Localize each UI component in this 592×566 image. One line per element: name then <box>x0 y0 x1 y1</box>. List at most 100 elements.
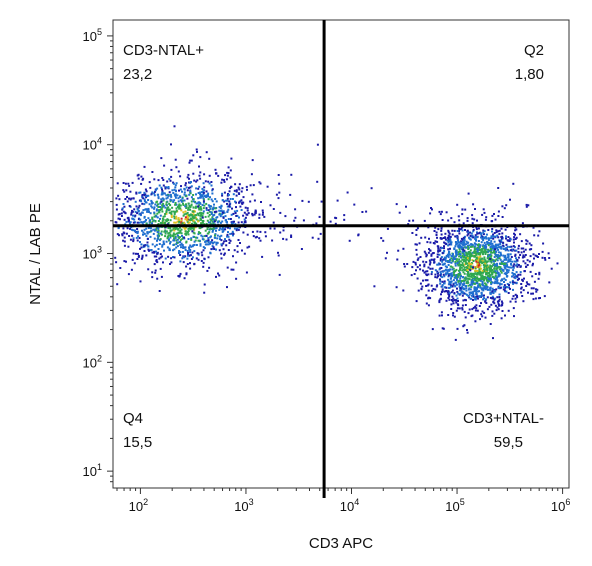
event-dot <box>202 191 205 194</box>
event-dot <box>487 239 490 241</box>
event-dot <box>132 252 135 255</box>
event-dot <box>490 251 493 254</box>
event-dot <box>189 228 192 231</box>
event-dot <box>491 251 494 254</box>
event-dot <box>444 236 447 239</box>
event-dot <box>227 193 230 196</box>
event-dot <box>462 242 465 245</box>
event-dot <box>452 256 455 259</box>
event-dot <box>189 227 192 230</box>
event-dot <box>417 289 420 292</box>
event-dot <box>159 232 162 235</box>
event-dot <box>494 271 497 274</box>
event-dot <box>440 229 443 232</box>
event-dot <box>258 216 261 219</box>
event-dot <box>229 198 232 200</box>
event-dot <box>165 208 168 211</box>
event-dot <box>444 273 447 276</box>
event-dot <box>539 297 541 299</box>
event-dot <box>213 210 216 213</box>
event-dot <box>116 283 119 286</box>
event-dot <box>452 283 455 286</box>
event-dot <box>131 258 134 261</box>
event-dot <box>219 207 222 209</box>
event-dot <box>461 276 464 279</box>
event-dot <box>486 308 489 311</box>
event-dot <box>186 214 189 217</box>
event-dot <box>206 212 209 215</box>
event-dot <box>464 304 467 306</box>
event-dot <box>482 276 485 279</box>
event-dot <box>173 229 176 232</box>
event-dot <box>173 215 176 218</box>
event-dot <box>458 282 461 285</box>
event-dot <box>493 260 495 263</box>
event-dot <box>403 263 406 265</box>
event-dot <box>484 236 487 239</box>
event-dot <box>236 250 239 253</box>
event-dot <box>215 210 218 213</box>
event-dot <box>525 205 528 208</box>
event-dot <box>123 190 126 193</box>
event-dot <box>142 231 145 234</box>
event-dot <box>451 259 454 262</box>
event-dot <box>476 250 479 253</box>
event-dot <box>470 282 473 285</box>
event-dot <box>218 235 221 238</box>
event-dot <box>205 243 208 246</box>
event-dot <box>164 226 167 229</box>
event-dot <box>480 251 483 254</box>
event-dot <box>188 214 191 217</box>
event-dot <box>461 252 464 255</box>
event-dot <box>483 270 486 273</box>
event-dot <box>200 212 203 215</box>
event-dot <box>468 291 471 294</box>
event-dot <box>461 290 463 293</box>
event-dot <box>456 242 459 245</box>
event-dot <box>169 263 171 265</box>
event-dot <box>122 239 125 242</box>
event-dot <box>175 243 178 246</box>
event-dot <box>504 249 507 252</box>
event-dot <box>196 179 199 182</box>
event-dot <box>170 214 173 217</box>
event-dot <box>163 192 166 195</box>
event-dot <box>160 186 163 189</box>
event-dot <box>472 290 475 293</box>
event-dot <box>169 204 172 207</box>
event-dot <box>479 284 482 287</box>
event-dot <box>457 215 460 218</box>
event-dot <box>167 227 170 230</box>
event-dot <box>180 246 182 249</box>
event-dot <box>484 243 487 246</box>
event-dot <box>506 248 508 251</box>
event-dot <box>476 248 479 251</box>
event-dot <box>454 338 457 341</box>
event-dot <box>509 253 512 256</box>
event-dot <box>472 306 475 309</box>
event-dot <box>523 250 525 253</box>
event-dot <box>139 218 142 221</box>
event-dot <box>201 187 204 190</box>
event-dot <box>445 290 448 292</box>
event-dot <box>450 257 453 260</box>
event-dot <box>183 227 186 230</box>
event-dot <box>173 221 176 224</box>
event-dot <box>221 178 224 181</box>
event-dot <box>472 299 474 301</box>
event-dot <box>543 295 546 298</box>
event-dot <box>456 327 459 330</box>
event-dot <box>512 182 515 185</box>
event-dot <box>477 251 479 254</box>
event-dot <box>202 265 205 268</box>
event-dot <box>191 216 194 218</box>
event-dot <box>233 227 236 230</box>
event-dot <box>423 265 426 268</box>
event-dot <box>493 267 496 270</box>
event-dot <box>185 265 188 268</box>
event-dot <box>447 248 450 251</box>
event-dot <box>123 244 126 247</box>
event-dot <box>170 257 173 260</box>
event-dot <box>201 214 204 217</box>
event-dot <box>467 288 470 291</box>
